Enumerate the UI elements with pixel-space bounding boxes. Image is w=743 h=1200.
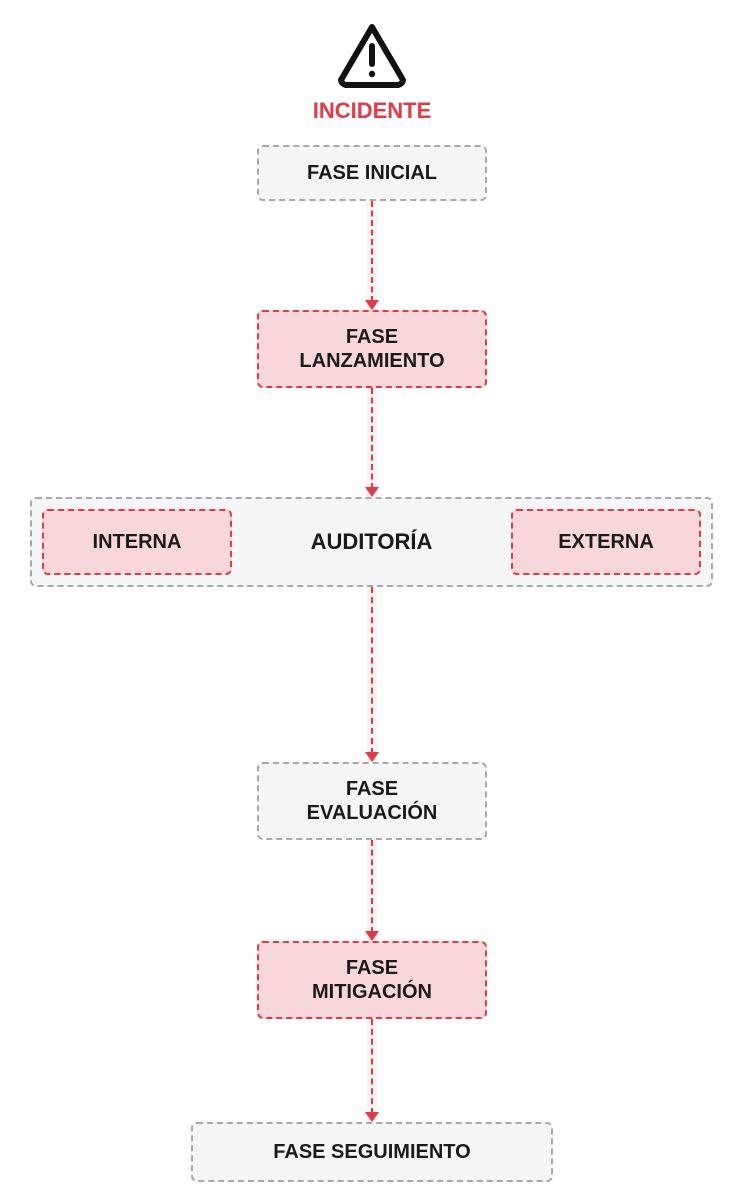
arrow-head (365, 1112, 379, 1122)
arrow-line (371, 587, 373, 754)
arrow-head (365, 931, 379, 941)
header-label: INCIDENTE (306, 98, 438, 124)
warning-triangle-icon (335, 22, 409, 88)
arrow-head (365, 300, 379, 310)
node-interna: INTERNA (42, 509, 232, 575)
arrow-line (371, 388, 373, 489)
flowchart-container: INCIDENTE FASE INICIAL FASE LANZAMIENTO … (0, 0, 743, 1200)
node-externa: EXTERNA (511, 509, 701, 575)
arrow-head (365, 752, 379, 762)
node-fase-evaluacion: FASE EVALUACIÓN (257, 762, 487, 840)
node-fase-mitigacion: FASE MITIGACIÓN (257, 941, 487, 1019)
node-fase-seguimiento: FASE SEGUIMIENTO (191, 1122, 553, 1182)
arrow-line (371, 840, 373, 933)
node-fase-lanzamiento: FASE LANZAMIENTO (257, 310, 487, 388)
arrow-line (371, 1019, 373, 1114)
arrow-line (371, 201, 373, 302)
node-fase-inicial: FASE INICIAL (257, 145, 487, 201)
arrow-head (365, 487, 379, 497)
